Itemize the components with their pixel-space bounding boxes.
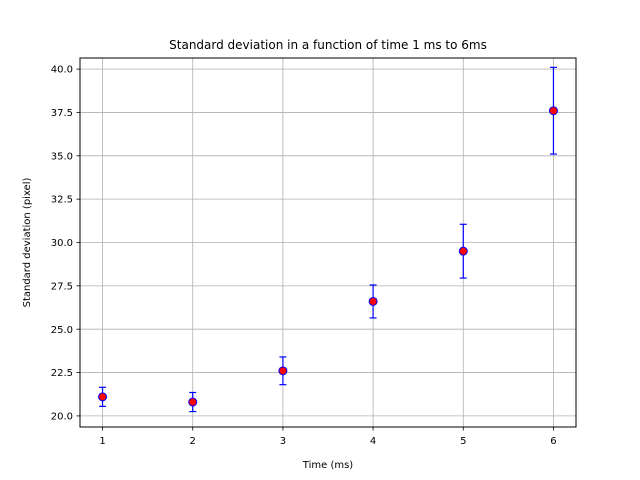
y-tick-label: 25.0 [51, 325, 73, 336]
y-tick-label: 20.0 [51, 412, 73, 423]
data-point [548, 106, 558, 116]
x-tick-label: 5 [460, 436, 466, 447]
x-axis-label: Time (ms) [302, 460, 354, 471]
y-tick-label: 27.5 [51, 281, 73, 292]
y-axis-label: Standard deviation (pixel) [22, 178, 33, 308]
x-tick-label: 3 [280, 436, 286, 447]
x-axis-ticks: 1 2 3 4 5 6 [99, 427, 557, 447]
chart-title: Standard deviation in a function of time… [169, 38, 487, 52]
y-tick-label: 30.0 [51, 238, 73, 249]
y-tick-label: 37.5 [51, 108, 73, 119]
data-point [368, 296, 378, 306]
data-point [98, 392, 108, 402]
y-tick-label: 35.0 [51, 151, 73, 162]
x-tick-label: 1 [99, 436, 105, 447]
y-tick-label: 22.5 [51, 368, 73, 379]
x-tick-label: 2 [190, 436, 196, 447]
x-tick-label: 4 [370, 436, 376, 447]
data-points [98, 106, 558, 407]
y-tick-label: 32.5 [51, 195, 73, 206]
data-point [458, 246, 468, 256]
data-point [278, 366, 288, 376]
data-point [188, 397, 198, 407]
y-tick-label: 40.0 [51, 65, 73, 76]
x-tick-label: 6 [550, 436, 556, 447]
y-axis-ticks: 20.0 22.5 25.0 27.5 30.0 32.5 35.0 37.5 40.0 [51, 65, 80, 423]
